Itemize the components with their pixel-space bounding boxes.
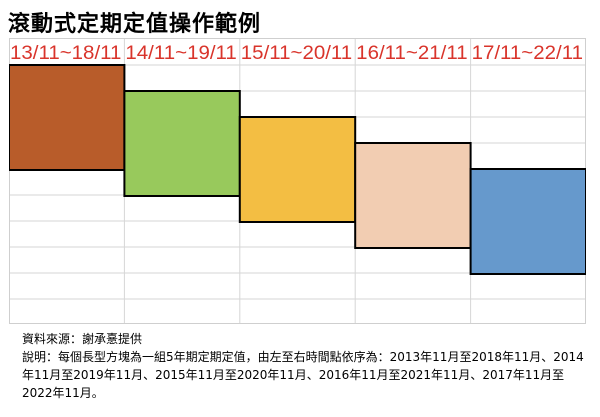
note-text: 說明：每個長型方塊為一組5年期定期定值，由左至右時間點依序為：2013年11月至… [22,350,584,400]
period-label: 15/11~20/11 [241,43,352,64]
period-block [9,64,126,171]
period-label: 13/11~18/11 [10,43,121,64]
period-label: 17/11~22/11 [472,43,583,64]
source-text: 資料來源：謝承憙提供 [22,332,143,346]
period-label: 14/11~19/11 [125,43,236,64]
period-block [238,116,357,223]
period-block [354,142,472,249]
page-title: 滾動式定期定值操作範例 [8,12,262,37]
period-label: 16/11~21/11 [356,43,467,64]
period-block [469,168,586,275]
period-block [123,90,241,197]
diagram-canvas: 13/11~18/11 14/11~19/11 15/11~20/11 16/11~2… [9,38,586,324]
rolling-periods-diagram: 13/11~18/11 14/11~19/11 15/11~20/11 16/11~2… [9,38,586,324]
